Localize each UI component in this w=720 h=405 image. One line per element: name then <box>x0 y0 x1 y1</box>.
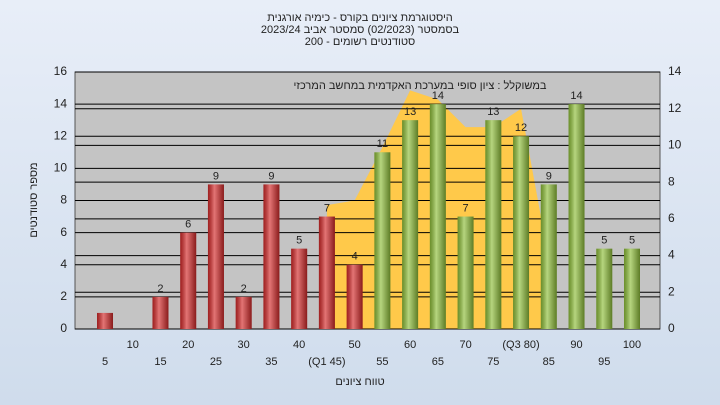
data-label: 6 <box>185 219 191 231</box>
bar-shade <box>291 248 308 329</box>
data-label: 13 <box>487 106 499 118</box>
y2-tick-label: 8 <box>668 174 675 188</box>
data-label: 14 <box>570 90 582 102</box>
x-tick-label: 100 <box>623 339 641 351</box>
y-tick-label: 12 <box>54 128 68 142</box>
data-label: 2 <box>241 283 247 295</box>
data-label: 7 <box>463 202 469 214</box>
data-label: 9 <box>546 170 552 182</box>
bar-shade <box>596 248 613 329</box>
x-tick-label: (Q3 80) <box>502 339 539 351</box>
bar-shade <box>318 216 335 329</box>
y-tick-label: 2 <box>60 289 67 303</box>
data-label: 5 <box>601 235 607 247</box>
y2-tick-label: 6 <box>668 211 675 225</box>
y-tick-label: 16 <box>54 64 68 78</box>
y-axis-label: מספר סטודנטים <box>28 162 40 237</box>
x-tick-label: 90 <box>570 339 582 351</box>
bar-shade <box>235 296 252 329</box>
x-tick-label: 95 <box>598 356 610 368</box>
x-tick-label: 25 <box>210 356 222 368</box>
data-label: 7 <box>324 202 330 214</box>
bar-shade <box>624 248 640 329</box>
x-tick-label: 85 <box>543 356 555 368</box>
y-tick-label: 0 <box>60 321 67 335</box>
x-tick-label: 70 <box>459 339 471 351</box>
data-label: 9 <box>213 170 219 182</box>
bar-shade <box>207 184 224 329</box>
data-label: 9 <box>268 170 274 182</box>
title: היסטוגרמת ציונים בקורס - כימיה אורגנית <box>267 12 453 24</box>
x-tick-label: 30 <box>238 339 250 351</box>
x-tick-label: 15 <box>154 356 166 368</box>
x-tick-label: 20 <box>182 339 194 351</box>
y2-tick-label: 2 <box>668 284 675 298</box>
bar-shade <box>513 136 530 329</box>
bar-shade <box>485 120 502 329</box>
annotation: במשוקלל : ציון סופי במערכת האקדמית במחשב… <box>294 79 547 92</box>
y2-tick-label: 10 <box>668 138 682 152</box>
bar-shade <box>429 104 446 329</box>
x-tick-label: 35 <box>265 356 277 368</box>
x-tick-label: 40 <box>293 339 305 351</box>
title: סטודנטים רשומים - 200 <box>305 36 416 48</box>
bar-shade <box>374 152 391 329</box>
y2-tick-label: 0 <box>668 321 675 335</box>
x-tick-label: 60 <box>404 339 416 351</box>
x-tick-label: (Q1 45) <box>308 356 345 368</box>
data-label: 5 <box>629 235 635 247</box>
data-label: 4 <box>352 251 358 263</box>
title: בסמסטר (02/2023) סמסטר אביב 2023/24 <box>261 24 460 36</box>
y2-tick-label: 12 <box>668 101 682 115</box>
bar-shade <box>346 264 363 329</box>
data-label: 13 <box>404 106 416 118</box>
data-label: 14 <box>432 90 444 102</box>
y-tick-label: 4 <box>60 257 67 271</box>
bar-shade <box>568 104 585 329</box>
y-tick-label: 6 <box>60 225 67 239</box>
bar-shade <box>402 120 419 329</box>
x-tick-label: 50 <box>349 339 361 351</box>
x-tick-label: 10 <box>127 339 139 351</box>
y-tick-label: 8 <box>60 193 67 207</box>
y2-tick-label: 4 <box>668 248 675 262</box>
data-label: 11 <box>377 138 388 150</box>
bar-shade <box>263 184 280 329</box>
data-label: 12 <box>515 122 527 134</box>
x-tick-label: 75 <box>487 356 499 368</box>
y-tick-label: 14 <box>54 96 68 110</box>
y2-tick-label: 14 <box>668 64 682 78</box>
bar-shade <box>152 296 169 329</box>
x-axis-label: טווח ציונים <box>335 376 384 388</box>
data-label: 2 <box>157 283 163 295</box>
bar-shade <box>180 232 197 329</box>
x-tick-label: 55 <box>376 356 388 368</box>
x-tick-label: 5 <box>102 356 108 368</box>
bar-shade <box>457 216 474 329</box>
data-label: 5 <box>296 235 302 247</box>
bar-shade <box>540 184 557 329</box>
x-tick-label: 65 <box>432 356 444 368</box>
y-tick-label: 10 <box>54 161 68 175</box>
bar-shade <box>97 312 113 329</box>
